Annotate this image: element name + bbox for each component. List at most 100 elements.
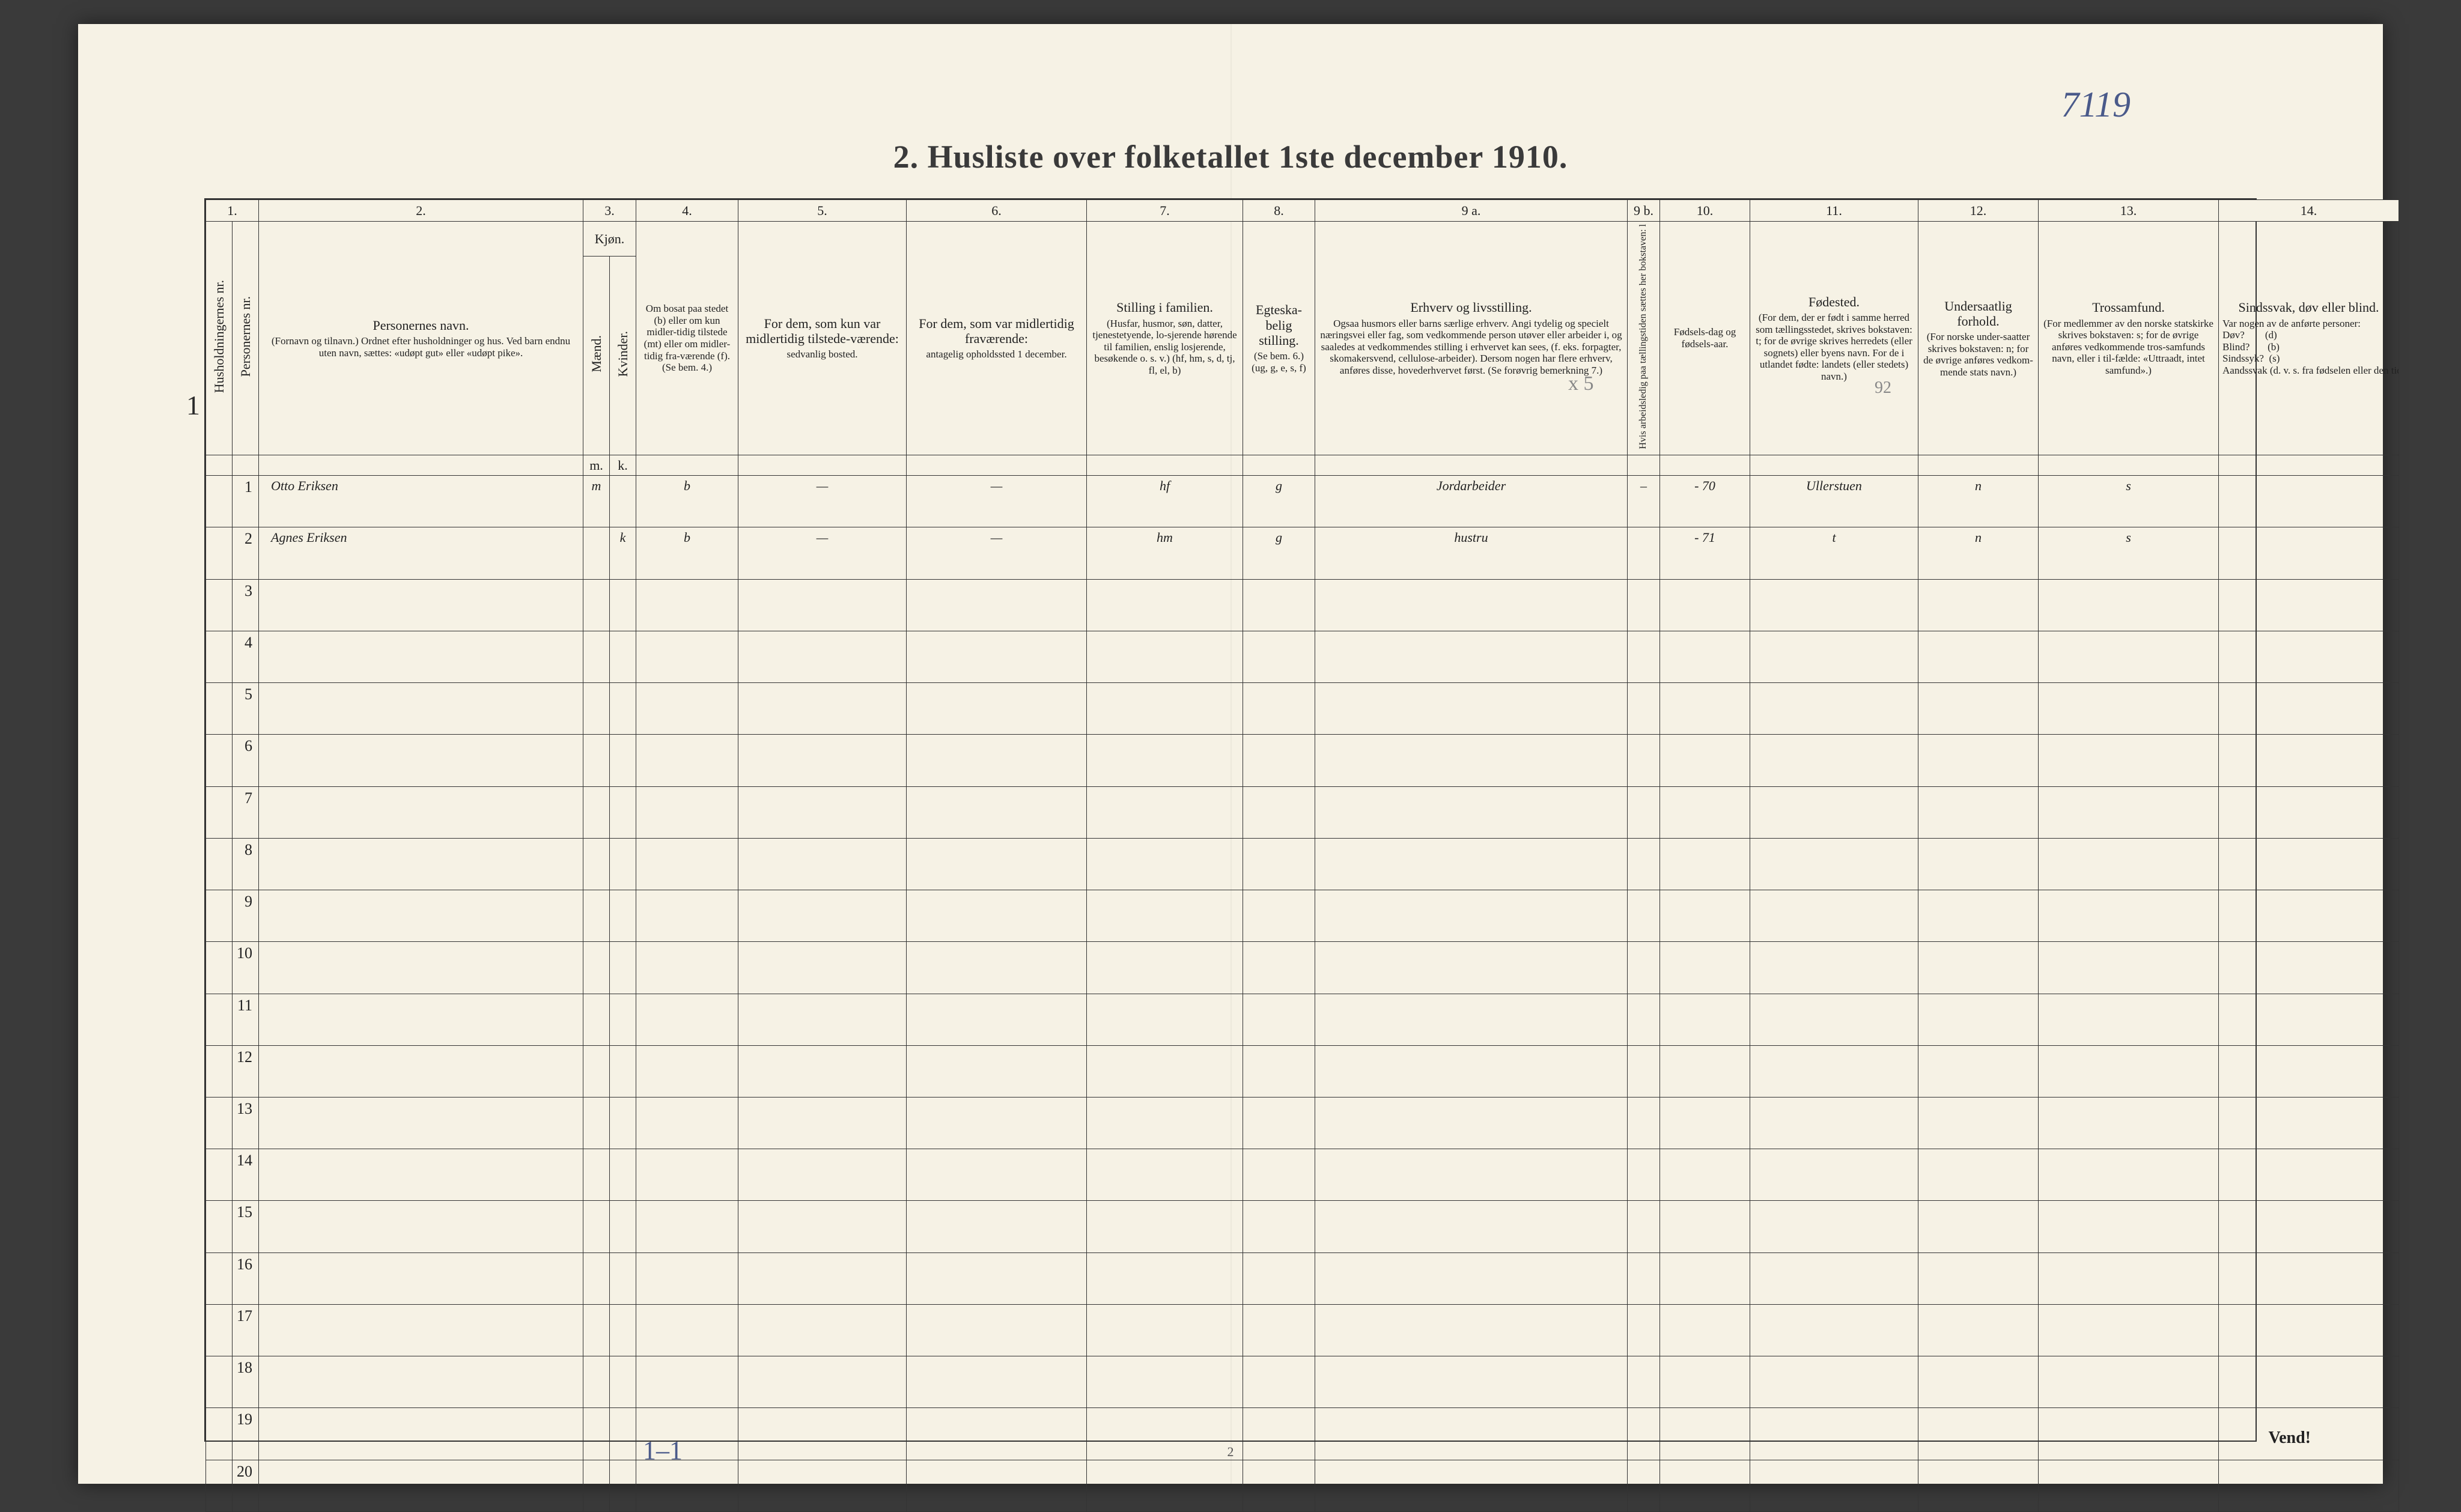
table-row: 17 bbox=[206, 1304, 2399, 1356]
cell-occupation bbox=[1315, 786, 1628, 838]
cell-family-pos bbox=[1087, 838, 1243, 890]
hdr-c12-title: Undersaatlig forhold. bbox=[1922, 299, 2034, 329]
cell-religion bbox=[2039, 1408, 2219, 1460]
cell-unemployed bbox=[1628, 1460, 1660, 1511]
table-row: 7 bbox=[206, 786, 2399, 838]
cell-nationality: n bbox=[1918, 527, 2039, 579]
cell-birthplace bbox=[1750, 838, 1918, 890]
pencil-annotation-92: 92 bbox=[1875, 378, 1891, 398]
cell-name bbox=[259, 1252, 583, 1304]
cell-nationality bbox=[1918, 1304, 2039, 1356]
cell-family-pos bbox=[1087, 631, 1243, 682]
cell-residence bbox=[636, 1149, 738, 1201]
cell-religion bbox=[2039, 786, 2219, 838]
hdr-religion: Trossamfund. (For medlemmer av den norsk… bbox=[2039, 222, 2219, 455]
cell-marital: g bbox=[1243, 527, 1315, 579]
cell-nationality bbox=[1918, 1098, 2039, 1149]
cell-unemployed bbox=[1628, 1045, 1660, 1097]
cell-occupation bbox=[1315, 1098, 1628, 1149]
cell-marital bbox=[1243, 942, 1315, 994]
cell-marital bbox=[1243, 631, 1315, 682]
sub-empty-11 bbox=[1660, 455, 1750, 475]
hdr-c2-sub: (Fornavn og tilnavn.) Ordnet efter husho… bbox=[263, 335, 579, 359]
colnum-12: 12. bbox=[1918, 200, 2039, 222]
cell-household-no bbox=[206, 1356, 233, 1408]
cell-occupation bbox=[1315, 735, 1628, 786]
cell-religion bbox=[2039, 838, 2219, 890]
cell-temp-present bbox=[738, 942, 907, 994]
cell-person-no: 19 bbox=[233, 1408, 259, 1460]
cell-residence bbox=[636, 1356, 738, 1408]
cell-sex-m bbox=[583, 786, 610, 838]
cell-residence bbox=[636, 579, 738, 631]
cell-nationality bbox=[1918, 838, 2039, 890]
cell-sex-m bbox=[583, 1201, 610, 1252]
table-row: 19 bbox=[206, 1408, 2399, 1460]
cell-temp-absent bbox=[907, 579, 1087, 631]
cell-temp-absent bbox=[907, 1304, 1087, 1356]
cell-occupation: hustru bbox=[1315, 527, 1628, 579]
table-row: 20 bbox=[206, 1460, 2399, 1511]
sub-empty-6 bbox=[907, 455, 1087, 475]
cell-disability bbox=[2219, 994, 2399, 1045]
cell-sex-k bbox=[610, 890, 636, 942]
cell-residence bbox=[636, 890, 738, 942]
cell-temp-absent bbox=[907, 1201, 1087, 1252]
table-row: 11 bbox=[206, 994, 2399, 1045]
colnum-11: 11. bbox=[1750, 200, 1918, 222]
cell-religion bbox=[2039, 1149, 2219, 1201]
colnum-7: 7. bbox=[1087, 200, 1243, 222]
cell-sex-m bbox=[583, 1149, 610, 1201]
cell-name bbox=[259, 1098, 583, 1149]
cell-disability bbox=[2219, 1201, 2399, 1252]
cell-dob bbox=[1660, 579, 1750, 631]
hdr-household-no: Husholdningernes nr. bbox=[206, 222, 233, 455]
cell-residence bbox=[636, 1460, 738, 1511]
footer-handwritten: 1–1 bbox=[643, 1435, 683, 1466]
cell-nationality bbox=[1918, 735, 2039, 786]
cell-person-no: 7 bbox=[233, 786, 259, 838]
cell-temp-absent bbox=[907, 1098, 1087, 1149]
cell-person-no: 3 bbox=[233, 579, 259, 631]
cell-name bbox=[259, 786, 583, 838]
hdr-dob: Fødsels-dag og fødsels-aar. bbox=[1660, 222, 1750, 455]
cell-person-no: 8 bbox=[233, 838, 259, 890]
table-row: 1Otto Eriksenmb——hfgJordarbeider–- 70Ull… bbox=[206, 476, 2399, 527]
cell-occupation bbox=[1315, 683, 1628, 735]
cell-household-no bbox=[206, 735, 233, 786]
cell-name bbox=[259, 838, 583, 890]
cell-marital bbox=[1243, 1408, 1315, 1460]
cell-temp-present bbox=[738, 683, 907, 735]
cell-temp-absent bbox=[907, 786, 1087, 838]
table-row: 8 bbox=[206, 838, 2399, 890]
cell-sex-m: m bbox=[583, 476, 610, 527]
cell-temp-present bbox=[738, 1045, 907, 1097]
pencil-annotation-x5: x 5 bbox=[1568, 372, 1594, 395]
cell-unemployed: – bbox=[1628, 476, 1660, 527]
cell-birthplace bbox=[1750, 1304, 1918, 1356]
table-row: 2Agnes Eriksenkb——hmghustru- 71tns bbox=[206, 527, 2399, 579]
hdr-c13-title: Trossamfund. bbox=[2042, 300, 2215, 315]
hdr-c9b-text: Hvis arbeidsledig paa tællingstiden sætt… bbox=[1638, 224, 1649, 449]
sub-empty-2 bbox=[233, 455, 259, 475]
cell-marital bbox=[1243, 838, 1315, 890]
sub-empty-13 bbox=[1918, 455, 2039, 475]
cell-dob bbox=[1660, 1201, 1750, 1252]
cell-dob bbox=[1660, 735, 1750, 786]
table-row: 13 bbox=[206, 1098, 2399, 1149]
cell-sex-m bbox=[583, 890, 610, 942]
cell-religion bbox=[2039, 1045, 2219, 1097]
cell-name bbox=[259, 1408, 583, 1460]
cell-disability bbox=[2219, 683, 2399, 735]
cell-name bbox=[259, 1201, 583, 1252]
cell-nationality bbox=[1918, 1201, 2039, 1252]
cell-marital bbox=[1243, 1304, 1315, 1356]
sub-empty-9 bbox=[1315, 455, 1628, 475]
cell-sex-k bbox=[610, 1304, 636, 1356]
cell-occupation bbox=[1315, 838, 1628, 890]
cell-religion bbox=[2039, 631, 2219, 682]
cell-residence bbox=[636, 683, 738, 735]
hdr-c1b-text: Personernes nr. bbox=[238, 296, 253, 377]
cell-name bbox=[259, 890, 583, 942]
cell-name bbox=[259, 631, 583, 682]
